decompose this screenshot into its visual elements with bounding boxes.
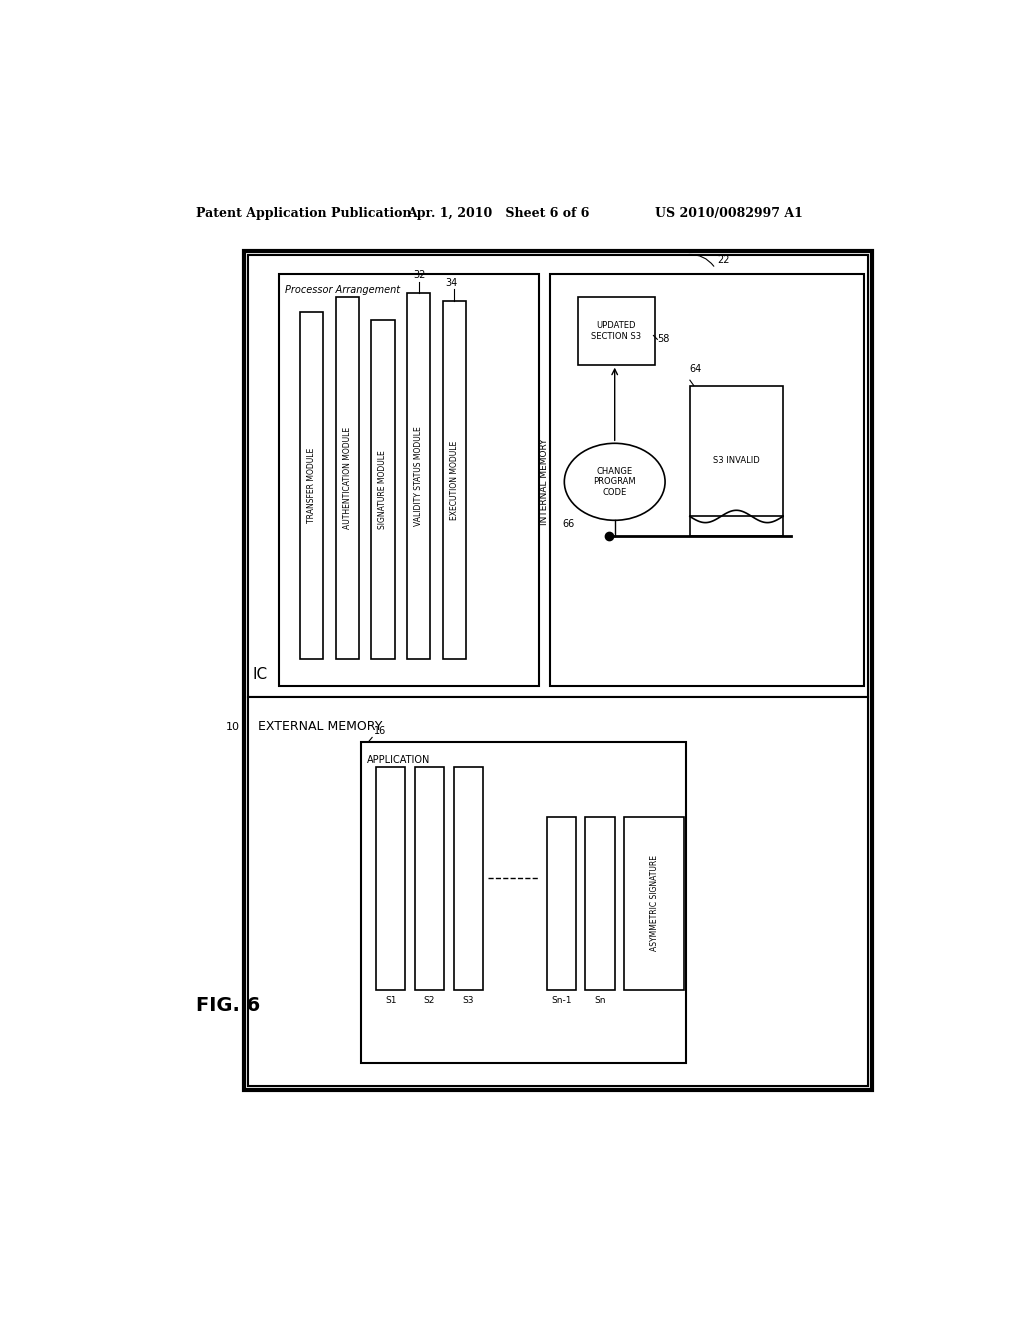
Bar <box>442 301 466 659</box>
Ellipse shape <box>564 444 665 520</box>
Text: S3 INVALID: S3 INVALID <box>713 457 760 465</box>
Text: 32: 32 <box>414 271 426 280</box>
Bar <box>454 767 483 990</box>
Bar <box>280 275 539 686</box>
Text: ASYMMETRIC SIGNATURE: ASYMMETRIC SIGNATURE <box>649 855 658 952</box>
Bar <box>248 255 868 697</box>
Text: TRANSFER MODULE: TRANSFER MODULE <box>307 447 316 523</box>
Bar <box>245 251 872 1090</box>
Bar <box>248 697 868 1086</box>
Text: S2: S2 <box>424 997 435 1005</box>
Bar <box>372 321 394 659</box>
Bar <box>360 742 686 1063</box>
Text: SIGNATURE MODULE: SIGNATURE MODULE <box>379 450 387 529</box>
Text: 10: 10 <box>225 722 240 731</box>
Bar <box>336 297 359 659</box>
Text: 34: 34 <box>445 277 458 288</box>
Bar <box>407 293 430 659</box>
Bar <box>415 767 444 990</box>
Text: 58: 58 <box>657 334 670 345</box>
Text: APPLICATION: APPLICATION <box>367 755 430 766</box>
Text: S1: S1 <box>385 997 396 1005</box>
Bar <box>690 385 783 516</box>
Bar <box>550 275 864 686</box>
Bar <box>586 817 614 990</box>
Text: Sn-1: Sn-1 <box>551 997 571 1005</box>
Text: FIG. 6: FIG. 6 <box>197 995 260 1015</box>
Bar <box>376 767 406 990</box>
Text: Processor Arrangement: Processor Arrangement <box>285 285 399 296</box>
Text: EXTERNAL MEMORY: EXTERNAL MEMORY <box>258 721 383 734</box>
Text: EXECUTION MODULE: EXECUTION MODULE <box>450 441 459 520</box>
Text: Apr. 1, 2010   Sheet 6 of 6: Apr. 1, 2010 Sheet 6 of 6 <box>407 207 590 220</box>
Bar <box>624 817 684 990</box>
Bar <box>578 297 655 364</box>
Bar <box>547 817 575 990</box>
Text: Patent Application Publication: Patent Application Publication <box>197 207 412 220</box>
Text: US 2010/0082997 A1: US 2010/0082997 A1 <box>655 207 803 220</box>
Text: CHANGE
PROGRAM
CODE: CHANGE PROGRAM CODE <box>593 467 636 496</box>
Text: S3: S3 <box>463 997 474 1005</box>
Text: VALIDITY STATUS MODULE: VALIDITY STATUS MODULE <box>414 426 423 525</box>
Text: 66: 66 <box>562 519 574 529</box>
Text: AUTHENTICATION MODULE: AUTHENTICATION MODULE <box>343 426 352 529</box>
Text: 16: 16 <box>375 726 387 737</box>
Bar <box>248 255 868 1086</box>
Bar <box>300 313 324 659</box>
Text: Sn: Sn <box>594 997 606 1005</box>
Text: UPDATED
SECTION S3: UPDATED SECTION S3 <box>591 321 641 341</box>
Text: INTERNAL MEMORY: INTERNAL MEMORY <box>541 438 550 525</box>
Text: 64: 64 <box>690 364 702 374</box>
Text: IC: IC <box>252 667 267 682</box>
Text: 22: 22 <box>717 255 729 264</box>
